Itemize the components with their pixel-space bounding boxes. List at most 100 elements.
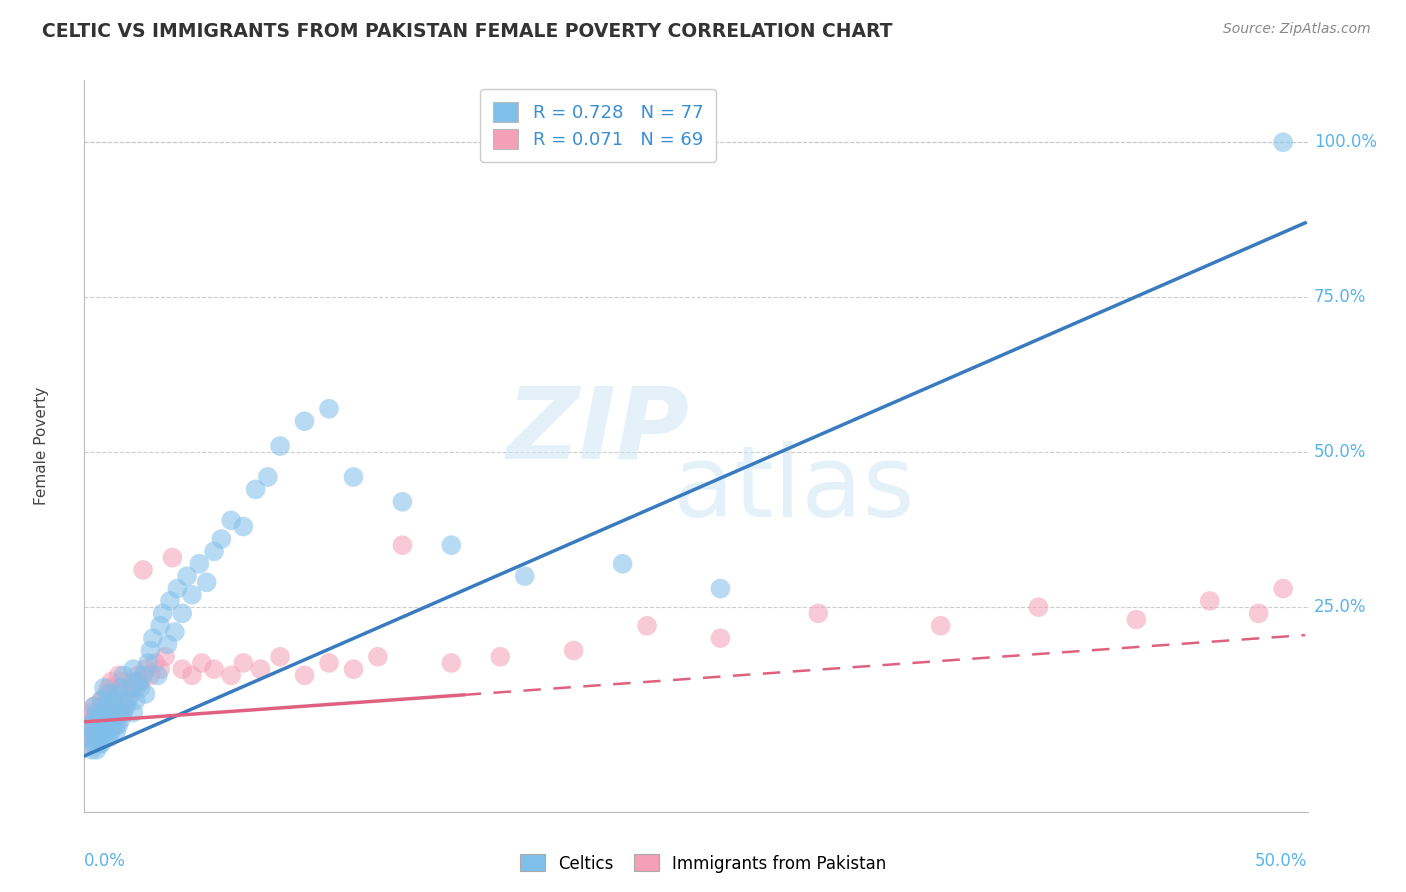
Point [86, 712, 108, 726]
Point [1028, 600, 1050, 615]
Point [929, 619, 952, 633]
Point [181, 588, 204, 602]
Point [103, 693, 125, 707]
Point [232, 519, 254, 533]
Point [86, 731, 108, 745]
Point [120, 681, 142, 695]
Point [219, 513, 242, 527]
Point [188, 557, 211, 571]
Point [129, 674, 152, 689]
Point [93, 724, 115, 739]
Point [1272, 135, 1295, 149]
Point [110, 712, 132, 726]
Point [125, 681, 148, 695]
Point [294, 414, 316, 428]
Point [156, 637, 179, 651]
Point [269, 649, 291, 664]
Point [96, 687, 118, 701]
Text: ZIP: ZIP [506, 383, 689, 480]
Point [96, 724, 118, 739]
Point [269, 439, 291, 453]
Point [146, 668, 169, 682]
Point [103, 687, 125, 701]
Point [136, 656, 159, 670]
Point [110, 681, 132, 695]
Point [1198, 594, 1220, 608]
Point [96, 699, 118, 714]
Point [122, 674, 145, 689]
Legend: Celtics, Immigrants from Pakistan: Celtics, Immigrants from Pakistan [513, 847, 893, 880]
Point [135, 687, 157, 701]
Point [83, 699, 105, 714]
Point [1247, 607, 1270, 621]
Point [191, 656, 214, 670]
Point [257, 470, 280, 484]
Point [202, 544, 225, 558]
Point [90, 718, 112, 732]
Text: 0.0%: 0.0% [84, 852, 127, 870]
Point [112, 668, 135, 682]
Text: atlas: atlas [673, 442, 915, 539]
Point [162, 550, 184, 565]
Text: CELTIC VS IMMIGRANTS FROM PAKISTAN FEMALE POVERTY CORRELATION CHART: CELTIC VS IMMIGRANTS FROM PAKISTAN FEMAL… [42, 22, 893, 41]
Point [107, 718, 129, 732]
Point [245, 483, 267, 497]
Point [100, 706, 122, 720]
Text: 75.0%: 75.0% [1313, 288, 1367, 306]
Point [105, 724, 128, 739]
Point [90, 693, 112, 707]
Point [76, 731, 98, 745]
Point [172, 662, 194, 676]
Point [152, 607, 174, 621]
Text: 50.0%: 50.0% [1313, 443, 1367, 461]
Point [90, 693, 112, 707]
Point [367, 649, 389, 664]
Text: 25.0%: 25.0% [1313, 599, 1367, 616]
Point [112, 699, 135, 714]
Point [132, 563, 155, 577]
Legend: R = 0.728   N = 77, R = 0.071   N = 69: R = 0.728 N = 77, R = 0.071 N = 69 [481, 89, 716, 161]
Point [159, 594, 181, 608]
Text: 100.0%: 100.0% [1313, 133, 1376, 152]
Point [122, 662, 145, 676]
Point [149, 619, 172, 633]
Point [115, 699, 138, 714]
Text: Source: ZipAtlas.com: Source: ZipAtlas.com [1223, 22, 1371, 37]
Point [87, 724, 110, 739]
Text: Female Poverty: Female Poverty [34, 387, 49, 505]
Point [83, 737, 105, 751]
Point [127, 668, 149, 682]
Point [80, 731, 103, 745]
Point [612, 557, 634, 571]
Point [83, 712, 105, 726]
Point [80, 706, 103, 720]
Point [110, 706, 132, 720]
Point [440, 656, 463, 670]
Point [202, 662, 225, 676]
Point [105, 681, 128, 695]
Point [100, 674, 122, 689]
Point [77, 712, 100, 726]
Point [391, 538, 413, 552]
Point [149, 662, 172, 676]
Point [100, 724, 122, 739]
Point [117, 681, 139, 695]
Point [318, 656, 340, 670]
Point [100, 699, 122, 714]
Point [105, 718, 128, 732]
Point [142, 631, 165, 645]
Point [172, 607, 194, 621]
Point [318, 401, 340, 416]
Point [219, 668, 242, 682]
Point [294, 668, 316, 682]
Point [1272, 582, 1295, 596]
Text: 50.0%: 50.0% [1256, 852, 1308, 870]
Point [97, 712, 120, 726]
Point [97, 687, 120, 701]
Point [96, 718, 118, 732]
Point [1125, 613, 1147, 627]
Point [87, 706, 110, 720]
Point [489, 649, 512, 664]
Point [77, 724, 100, 739]
Point [107, 699, 129, 714]
